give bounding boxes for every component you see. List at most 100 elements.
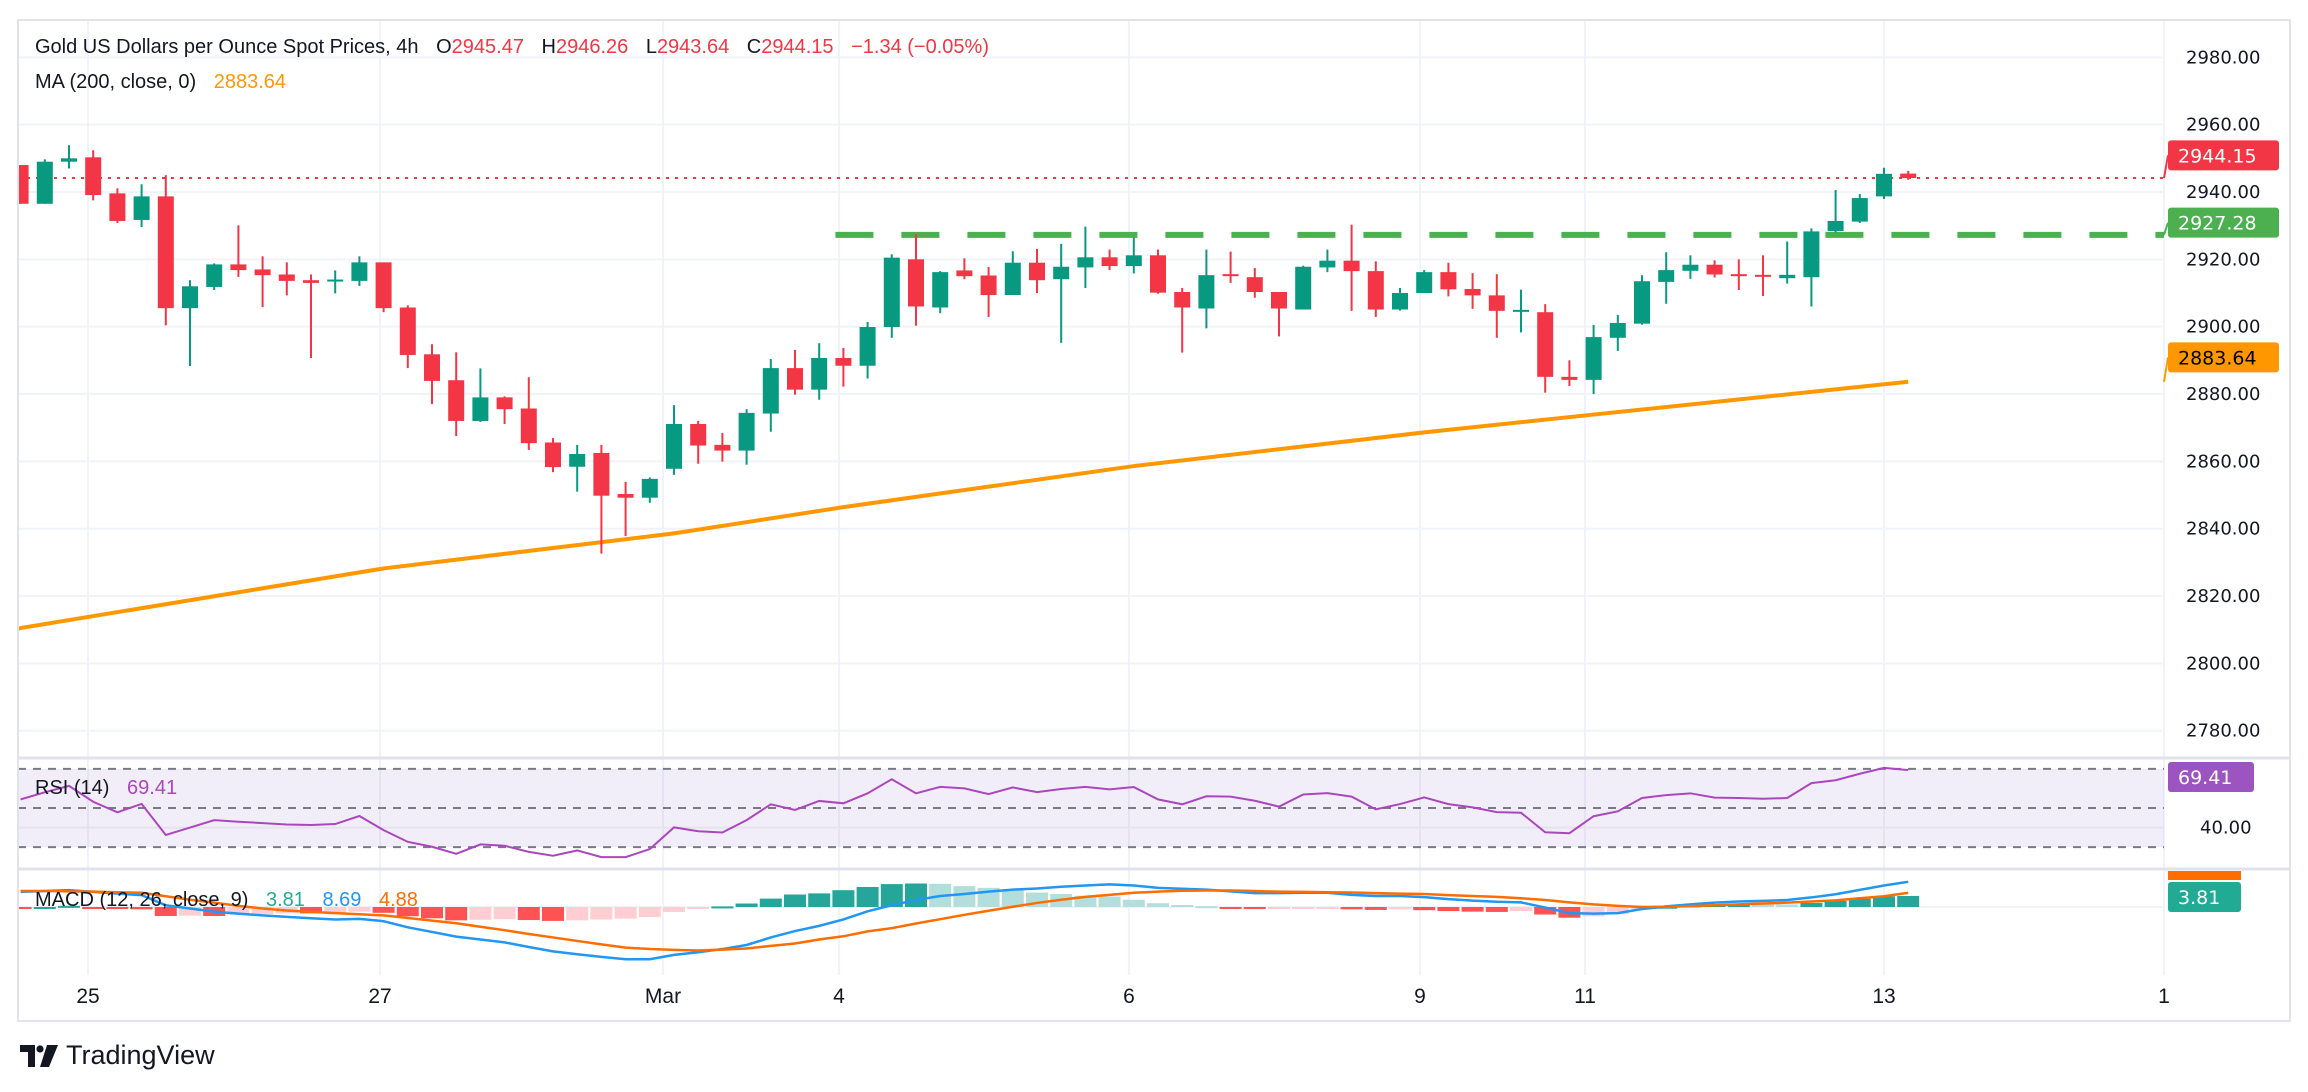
level-price-badge: 2927.28	[2163, 207, 2279, 238]
macd-histogram-bar	[1437, 907, 1460, 912]
candle-body	[738, 412, 755, 451]
ma200-line	[18, 379, 1909, 631]
candle-down	[545, 438, 561, 473]
candle-body	[787, 368, 803, 390]
macd-histogram-bar	[1268, 907, 1290, 909]
macd-histogram-bar	[1582, 907, 1605, 917]
candle-body	[666, 423, 682, 469]
price-axis-label: 2780.00	[2186, 721, 2260, 742]
candle-body	[278, 274, 295, 281]
branding-text: TradingView	[66, 1040, 215, 1070]
candle-wick	[261, 256, 264, 308]
candle-wick	[1229, 251, 1232, 283]
tradingview-branding[interactable]: TradingView	[20, 1040, 215, 1071]
level-price-badge-text: 2927.28	[2178, 213, 2257, 235]
candle-body	[85, 157, 102, 196]
candle-up	[932, 271, 949, 314]
macd-histogram-bar	[82, 907, 105, 909]
candle-down	[787, 349, 803, 395]
macd-histogram-bar	[324, 907, 347, 914]
candle-up	[1513, 289, 1529, 333]
candle-up	[1585, 324, 1602, 395]
rsi-value-badge-text: 69.41	[2178, 767, 2232, 789]
ma-legend-value: 2883.64	[213, 71, 287, 93]
symbol-legend: Gold US Dollars per Ounce Spot Prices, 4…	[35, 36, 989, 59]
macd-line-value: 8.69	[322, 889, 362, 911]
time-axis-label: 27	[368, 985, 391, 1008]
candle-body	[1658, 270, 1675, 282]
candle-up	[327, 270, 344, 294]
close-value: 2944.15	[761, 36, 834, 58]
candle-body	[472, 397, 489, 421]
macd-line	[20, 880, 1909, 961]
candle-body	[1295, 266, 1312, 310]
candle-down	[1246, 268, 1263, 298]
candle-up	[811, 343, 828, 400]
candle-up	[472, 368, 489, 422]
macd-histogram-bar	[711, 906, 734, 909]
macd-histogram-bar	[493, 907, 516, 920]
candle-wick	[237, 225, 240, 277]
candle-body	[399, 307, 416, 355]
candle-up	[133, 184, 150, 228]
macd-histogram-bar	[1800, 902, 1823, 907]
candle-body	[932, 272, 949, 308]
candle-down	[278, 262, 295, 296]
chart-frame	[17, 19, 2291, 1022]
macd-histogram-bar	[517, 907, 540, 921]
candle-wick	[189, 280, 191, 367]
candle-wick	[963, 258, 966, 280]
candle-up	[1658, 252, 1675, 304]
low-value: 2943.64	[656, 36, 730, 58]
candle-body	[1803, 231, 1820, 278]
macd-signal-value: 4.88	[378, 889, 418, 911]
candle-wick	[624, 481, 627, 537]
candle-down	[254, 256, 271, 308]
macd-legend: MACD (12, 26, close, 9) 3.81 8.69 4.88	[35, 889, 418, 912]
macd-histogram-bar	[663, 907, 685, 912]
candle-down	[1101, 249, 1118, 271]
candle-body	[133, 196, 150, 220]
candle-up	[1295, 265, 1312, 310]
candle-body	[1488, 295, 1505, 311]
candle-body	[327, 279, 344, 282]
candle-down	[593, 444, 610, 554]
candle-wick	[310, 274, 312, 358]
macd-histogram-bar	[1122, 899, 1145, 907]
candle-down	[496, 396, 513, 424]
candle-up	[1682, 255, 1699, 279]
symbol-title: Gold US Dollars per Ounce Spot Prices, 4…	[35, 36, 419, 58]
candle-up	[206, 263, 223, 290]
candle-down	[1730, 259, 1747, 290]
price-axis-label: 2840.00	[2186, 519, 2260, 540]
macd-histogram-bar	[953, 886, 976, 907]
price-axis-label: 2880.00	[2186, 384, 2260, 405]
time-axis-label: 13	[1872, 985, 1895, 1008]
time-axis-label: 6	[1123, 985, 1135, 1008]
macd-histogram-bar	[1485, 907, 1508, 912]
candle-body	[351, 262, 368, 281]
macd-histogram-bar	[1001, 889, 1024, 907]
macd-histogram-bar	[1873, 896, 1895, 907]
time-axis-label: 9	[1414, 985, 1426, 1008]
macd-histogram-bar	[1824, 900, 1847, 907]
macd-histogram-bar	[1752, 904, 1774, 907]
candle-body	[980, 275, 997, 296]
macd-histogram-bar	[1776, 904, 1799, 907]
ma-legend: MA (200, close, 0) 2883.64	[35, 71, 286, 94]
candle-up	[1779, 241, 1796, 284]
candle-body	[1077, 257, 1094, 268]
candle-body	[1101, 257, 1118, 267]
candle-up	[1053, 243, 1070, 343]
macd-histogram-bar	[880, 884, 903, 907]
last-price-badge-text: 2944.15	[2178, 145, 2257, 167]
candles	[18, 145, 1917, 554]
candle-body	[1730, 274, 1747, 277]
candle-up	[1125, 237, 1142, 274]
candle-body	[1634, 281, 1650, 324]
candle-body	[714, 444, 731, 451]
macd-histogram-bar	[1195, 906, 1218, 909]
last-price-badge-connector	[2163, 155, 2169, 179]
macd-histogram-bar	[251, 907, 274, 914]
